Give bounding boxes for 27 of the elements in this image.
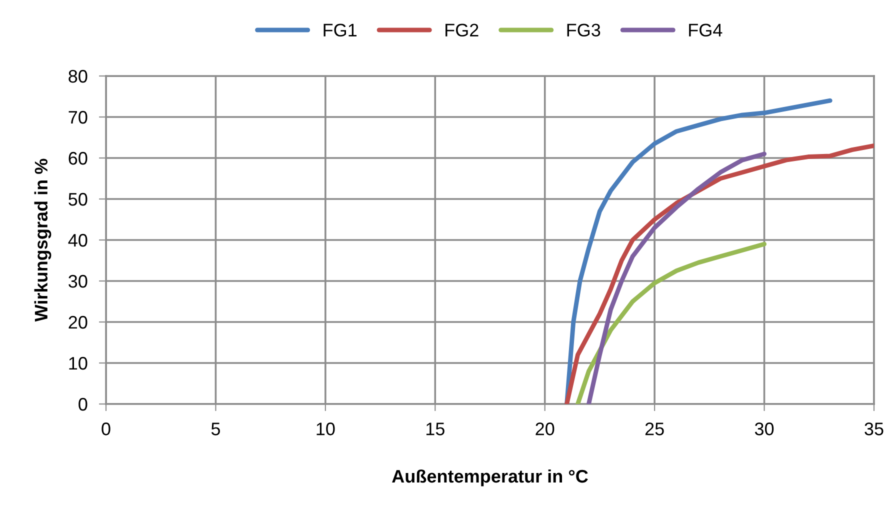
legend-label: FG2	[446, 24, 478, 36]
line-series	[576, 242, 767, 404]
y-tick-label: 70	[68, 110, 88, 124]
x-tick-label: 5	[211, 422, 220, 436]
x-axis-title: Außentemperatur in °C	[392, 469, 588, 486]
x-tick-label: 35	[864, 422, 884, 436]
y-tick-label: 0	[78, 398, 88, 411]
y-tick-label: 60	[68, 152, 88, 165]
y-tick-label: 40	[68, 234, 88, 247]
x-tick-label: 20	[536, 422, 554, 436]
line-series	[564, 143, 874, 404]
y-tick-label: 10	[69, 356, 88, 370]
x-tick-label: 15	[426, 422, 444, 436]
line-series	[586, 152, 767, 404]
y-tick-label: 80	[68, 70, 88, 83]
y-tick-label: 20	[68, 316, 88, 329]
legend-label: FG1	[324, 24, 357, 36]
legend-label: FG3	[567, 24, 600, 36]
line-series	[564, 98, 832, 404]
y-tick-label: 50	[68, 192, 88, 206]
x-tick-label: 30	[754, 422, 774, 436]
x-tick-label: 25	[645, 422, 664, 436]
y-tick-label: 30	[68, 274, 88, 288]
x-tick-label: 10	[316, 422, 335, 436]
legend-label: FG4	[689, 24, 722, 36]
y-axis-title: Wirkungsgrad in %	[34, 158, 52, 322]
x-tick-label: 0	[102, 422, 110, 436]
